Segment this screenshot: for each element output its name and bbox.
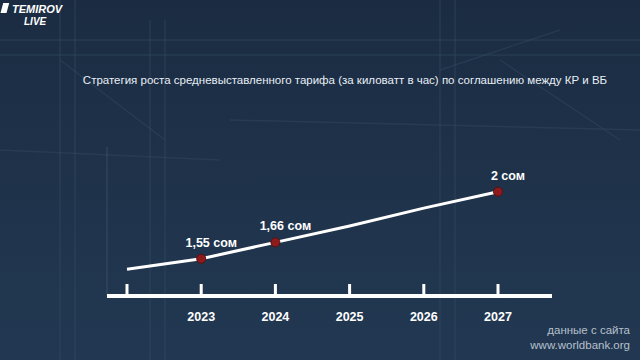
x-tick	[126, 284, 129, 296]
point-marker	[494, 187, 503, 196]
x-tick	[348, 284, 351, 296]
title: Стратегия роста средневыставленного тари…	[83, 74, 607, 86]
deco-line	[149, 20, 151, 360]
x-tick	[497, 284, 500, 296]
deco-line	[0, 54, 640, 56]
x-tick-label: 2026	[410, 310, 438, 324]
data-labels: 1,55 сом 1,66 сом 2 сом	[185, 169, 525, 250]
series-line	[127, 192, 498, 269]
deco-line	[74, 0, 76, 360]
annotation: данные с сайта	[547, 324, 630, 336]
x-tick	[422, 284, 425, 296]
x-tick-label: 2023	[187, 310, 215, 324]
x-tick-label: 2027	[484, 310, 512, 324]
x-tick	[274, 284, 277, 296]
point-marker	[197, 254, 206, 263]
logo-text: TEMIROV	[12, 3, 64, 15]
logo-text: LIVE	[24, 16, 47, 27]
deco-line	[230, 120, 640, 130]
deco-line	[0, 39, 640, 41]
deco-line	[439, 0, 441, 360]
deco-line	[60, 60, 165, 140]
deco-line	[59, 0, 61, 360]
annotation: www.worldbank.org	[529, 339, 630, 351]
deco-line	[500, 60, 620, 140]
point-marker	[271, 238, 280, 247]
background	[0, 0, 640, 360]
data-label: 1,66 сом	[260, 219, 311, 233]
deco-line	[0, 150, 220, 160]
x-axis-line	[107, 294, 552, 298]
x-tick	[200, 284, 203, 296]
data-label: 1,55 сом	[185, 236, 236, 250]
deco-line	[454, 0, 456, 360]
x-tick-label: 2025	[336, 310, 364, 324]
chart-svg: TEMIROVLIVE Стратегия роста средневыставл…	[0, 0, 640, 360]
deco-line	[440, 30, 560, 70]
deco-line	[164, 20, 166, 360]
y-axis-line	[107, 147, 108, 296]
decoration	[0, 0, 640, 360]
x-tick-label: 2024	[261, 310, 289, 324]
marks	[127, 187, 503, 269]
logo-icon	[1, 3, 10, 13]
chart-root: TEMIROVLIVE Стратегия роста средневыставл…	[0, 0, 640, 360]
data-label: 2 сом	[491, 169, 525, 183]
